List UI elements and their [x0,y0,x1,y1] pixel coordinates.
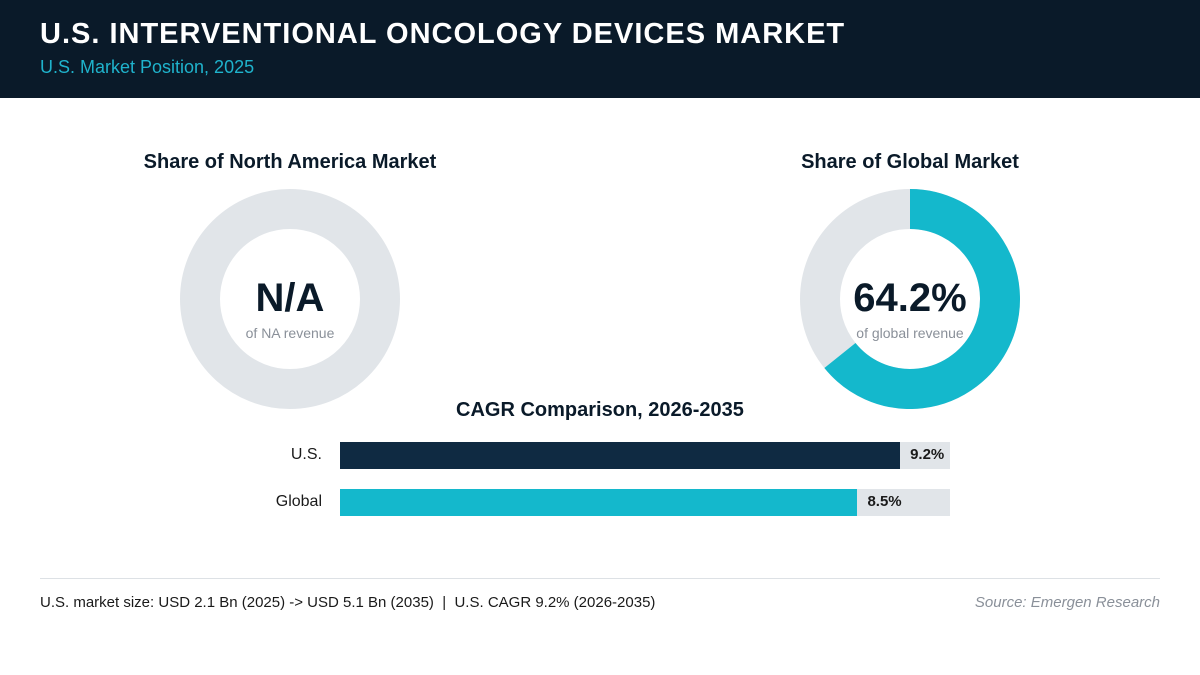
global-share-title: Share of Global Market [801,151,1019,173]
header-banner: U.S. INTERVENTIONAL ONCOLOGY DEVICES MAR… [0,0,1200,98]
bar-value-global: 8.5% [867,493,902,510]
bar-track-global: 8.5% [340,489,950,516]
bar-global [340,489,858,516]
bar-track-us: 9.2% [340,442,950,469]
global-share-slice [824,189,1020,409]
bar-label-us: U.S. [290,446,322,463]
na-share-donut [180,189,400,409]
source-credit: Source: Emergen Research [974,594,1160,611]
page-subtitle: U.S. Market Position, 2025 [40,57,255,77]
bar-label-global: Global [275,493,322,510]
bar-value-us: 9.2% [910,446,945,463]
na-share-track [180,189,400,409]
footer-note: U.S. market size: USD 2.1 Bn (2025) -> U… [40,594,656,611]
na-share-caption: of NA revenue [245,325,335,341]
bar-us [340,442,901,469]
page-title: U.S. INTERVENTIONAL ONCOLOGY DEVICES MAR… [40,18,846,50]
na-share-value: N/A [255,276,325,320]
cagr-chart-title: CAGR Comparison, 2026-2035 [456,399,744,421]
footer-divider [40,578,1160,579]
global-share-value: 64.2% [853,276,967,320]
global-share-caption: of global revenue [856,325,964,341]
global-share-donut [800,189,1020,409]
na-share-title: Share of North America Market [143,151,437,173]
